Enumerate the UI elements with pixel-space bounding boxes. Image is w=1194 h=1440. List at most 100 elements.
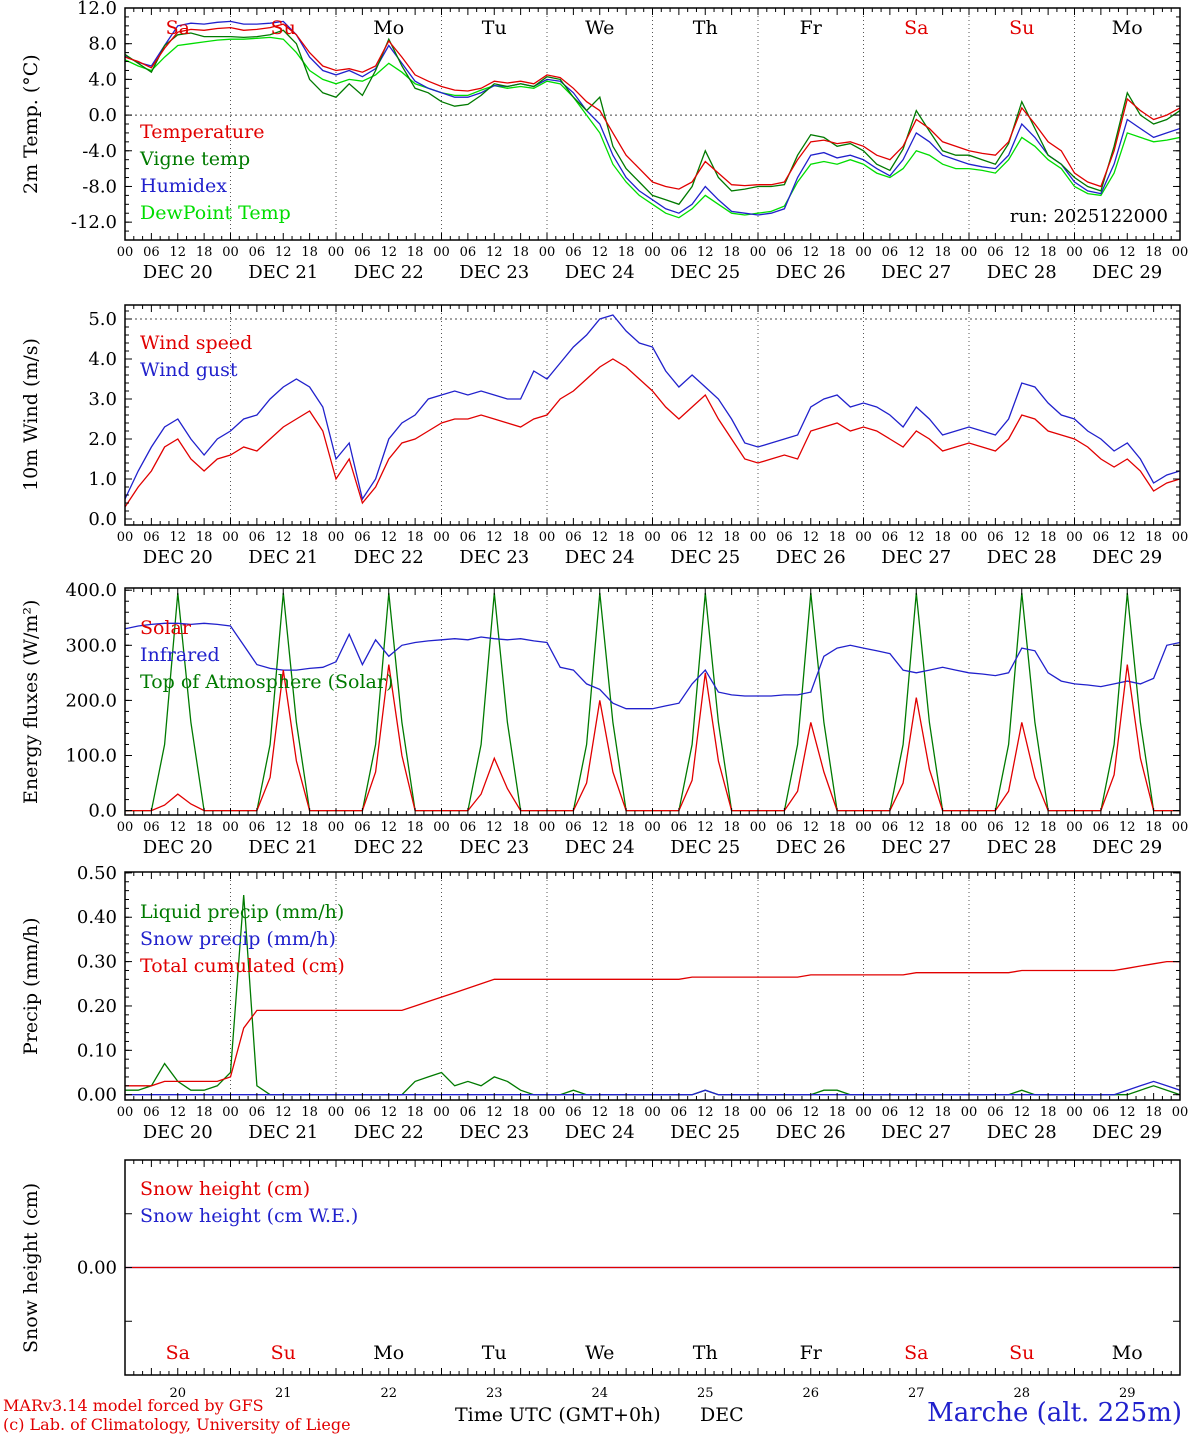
- day-name-label: Th: [693, 1342, 718, 1364]
- hour-tick-label: 18: [407, 530, 424, 545]
- y-tick-label: 4.0: [88, 349, 117, 370]
- day-number-label: 25: [697, 1386, 714, 1401]
- date-label: DEC 26: [776, 547, 846, 568]
- hour-tick-label: 18: [723, 820, 740, 835]
- hour-tick-label: 06: [565, 820, 582, 835]
- hour-tick-label: 12: [802, 245, 819, 260]
- day-name-label: Mo: [1112, 17, 1143, 39]
- date-label: DEC 25: [670, 1122, 740, 1143]
- hour-tick-label: 06: [460, 1105, 477, 1120]
- day-name-label: Fr: [800, 1342, 823, 1364]
- hour-tick-label: 00: [1172, 245, 1189, 260]
- hour-tick-label: 12: [1119, 530, 1136, 545]
- hour-tick-label: 18: [1145, 530, 1162, 545]
- date-label: DEC 29: [1092, 837, 1162, 858]
- date-label: DEC 28: [987, 837, 1057, 858]
- y-tick-label: 100.0: [65, 745, 117, 766]
- hour-tick-label: 12: [486, 530, 503, 545]
- date-label: DEC 21: [248, 547, 318, 568]
- hour-tick-label: 06: [1093, 245, 1110, 260]
- hour-tick-label: 06: [882, 245, 899, 260]
- hour-tick-label: 12: [169, 245, 186, 260]
- hour-tick-label: 18: [618, 1105, 635, 1120]
- hour-tick-label: 12: [380, 245, 397, 260]
- legend-label: Snow height (cm W.E.): [140, 1205, 358, 1227]
- hour-tick-label: 18: [301, 1105, 318, 1120]
- date-label: DEC 27: [881, 547, 951, 568]
- date-label: DEC 22: [354, 1122, 424, 1143]
- hour-tick-label: 00: [328, 245, 345, 260]
- hour-tick-label: 06: [143, 530, 160, 545]
- temp-svg: 12.08.04.00.0-4.0-8.0-12.000 06 12 18 00 06 12…: [71, 0, 1189, 283]
- hour-tick-label: 18: [512, 530, 529, 545]
- y-tick-label: 3.0: [88, 389, 117, 410]
- hour-tick-label: 06: [354, 245, 371, 260]
- hour-tick-label: 06: [776, 820, 793, 835]
- hour-tick-label: 00: [222, 245, 239, 260]
- hour-tick-label: 06: [565, 530, 582, 545]
- y-tick-label: 0.10: [77, 1040, 117, 1061]
- hour-tick-label: 00: [750, 530, 767, 545]
- hour-tick-label: 06: [249, 820, 266, 835]
- legend-label: Snow height (cm): [140, 1178, 310, 1200]
- series-temperature: [125, 23, 1180, 190]
- hour-tick-label: 06: [249, 530, 266, 545]
- hour-tick-label: 06: [143, 1105, 160, 1120]
- date-label: DEC 23: [459, 547, 529, 568]
- hour-tick-label: 00: [750, 1105, 767, 1120]
- day-number-label: 28: [1013, 1386, 1030, 1401]
- y-tick-label: 0.0: [88, 105, 117, 126]
- date-label: DEC 23: [459, 837, 529, 858]
- hour-tick-label: 12: [697, 530, 714, 545]
- hour-tick-label: 06: [987, 1105, 1004, 1120]
- hour-tick-label: 12: [908, 245, 925, 260]
- date-label: DEC 28: [987, 262, 1057, 283]
- hour-tick-label: 06: [249, 1105, 266, 1120]
- day-name-label: Sa: [904, 1342, 928, 1364]
- hour-tick-label: 00: [328, 530, 345, 545]
- hour-tick-label: 06: [1093, 530, 1110, 545]
- hour-tick-label: 06: [987, 820, 1004, 835]
- hour-tick-label: 06: [671, 245, 688, 260]
- date-label: DEC 20: [143, 547, 213, 568]
- hour-tick-label: 18: [829, 820, 846, 835]
- hour-tick-label: 18: [301, 820, 318, 835]
- legend-label: Solar: [140, 617, 192, 639]
- hour-tick-label: 18: [1040, 1105, 1057, 1120]
- wind-svg: 5.04.03.02.01.00.000 06 12 18 00 06 12 18 00 06 12…: [88, 304, 1189, 568]
- date-label: DEC 28: [987, 547, 1057, 568]
- day-name-label: Fr: [800, 17, 823, 39]
- hour-tick-label: 18: [723, 530, 740, 545]
- day-number-label: 29: [1119, 1386, 1136, 1401]
- series-humidex: [125, 20, 1180, 216]
- legend-label: DewPoint Temp: [140, 202, 291, 224]
- legend-label: Liquid precip (mm/h): [140, 901, 344, 923]
- hour-tick-label: 00: [1172, 530, 1189, 545]
- hour-tick-label: 12: [697, 1105, 714, 1120]
- hour-tick-label: 18: [1040, 245, 1057, 260]
- hour-tick-label: 12: [380, 530, 397, 545]
- hour-tick-label: 12: [908, 820, 925, 835]
- hour-tick-label: 06: [143, 820, 160, 835]
- legend-label: Vigne temp: [139, 148, 250, 170]
- hour-tick-label: 12: [591, 1105, 608, 1120]
- hour-tick-label: 00: [117, 245, 134, 260]
- series-infrared: [125, 622, 1180, 710]
- hour-tick-label: 18: [407, 245, 424, 260]
- series-wind-gust: [125, 314, 1180, 501]
- hour-tick-label: 12: [1119, 820, 1136, 835]
- y-tick-label: 12.0: [77, 0, 117, 19]
- hour-tick-label: 00: [855, 820, 872, 835]
- precip-chart: 0.50 0.40 0.30 0.20 0.10 0.00 00 06 12 18 00 06 12 18…: [0, 863, 1194, 1150]
- date-label: DEC 27: [881, 1122, 951, 1143]
- hour-tick-label: 18: [196, 530, 213, 545]
- snow-height-chart: 0.00 Sa Su Mo Tu We Th Fr Sa Su Mo 20 21 22 23 24 25 26 27…: [0, 1159, 1194, 1425]
- series-total-cumulated: [125, 960, 1180, 1087]
- hour-tick-label: 12: [275, 820, 292, 835]
- day-name-label: Mo: [373, 1342, 404, 1364]
- hour-tick-label: 12: [697, 820, 714, 835]
- day-number-label: 23: [486, 1386, 503, 1401]
- date-label: DEC 20: [143, 837, 213, 858]
- day-name-label: Sa: [904, 17, 928, 39]
- hour-tick-label: 00: [1066, 820, 1083, 835]
